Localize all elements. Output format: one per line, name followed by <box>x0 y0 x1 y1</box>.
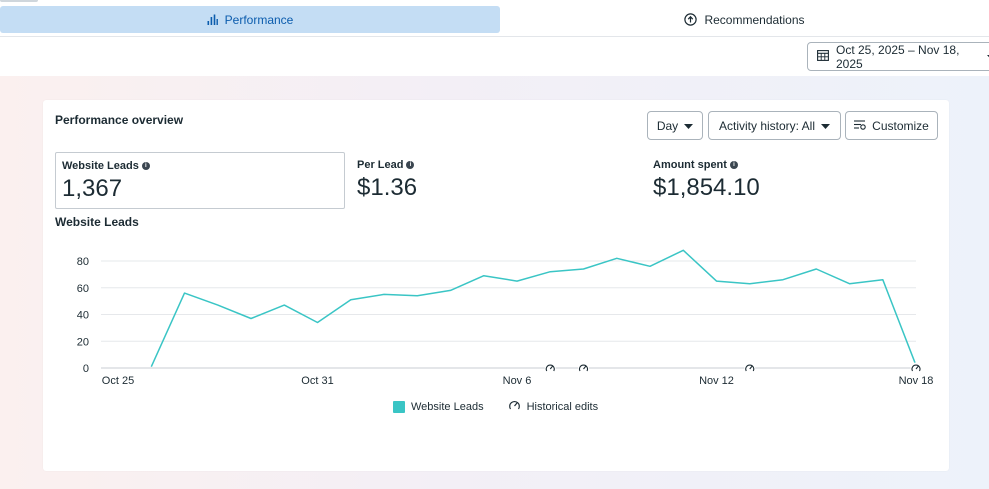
data-point[interactable] <box>680 247 686 253</box>
granularity-dropdown[interactable]: Day <box>647 111 703 140</box>
data-point[interactable] <box>182 290 188 296</box>
calendar-icon <box>817 49 829 64</box>
data-point[interactable] <box>514 278 520 284</box>
tab-label: Performance <box>224 12 294 27</box>
legend-item-historical-edits[interactable]: Historical edits <box>508 399 599 415</box>
granularity-label: Day <box>656 118 679 133</box>
y-tick-label: 40 <box>77 310 89 322</box>
x-tick-label: Nov 18 <box>899 375 934 387</box>
metric-label-row: Website Leads i <box>62 160 150 172</box>
historical-edit-marker[interactable] <box>744 362 756 374</box>
metric-label: Website Leads <box>62 160 139 172</box>
x-tick-label: Oct 31 <box>301 375 333 387</box>
data-point[interactable] <box>448 287 454 293</box>
data-point[interactable] <box>780 277 786 283</box>
historical-edit-marker[interactable] <box>910 362 922 374</box>
date-range-label: Oct 25, 2025 – Nov 18, 2025 <box>836 42 960 71</box>
arrow-up-circle-icon <box>684 13 698 26</box>
bar-chart-icon <box>207 14 218 25</box>
data-point[interactable] <box>581 266 587 272</box>
x-tick-label: Nov 12 <box>699 375 734 387</box>
divider <box>0 36 989 37</box>
data-point[interactable] <box>647 263 653 269</box>
activity-history-label: Activity history: All <box>718 118 816 133</box>
data-point[interactable] <box>215 302 221 308</box>
chart-title: Website Leads <box>55 215 139 229</box>
metric-per-lead[interactable]: Per Lead i $1.36 <box>351 152 641 209</box>
metric-value: $1.36 <box>357 174 418 201</box>
metric-website-leads[interactable]: Website Leads i 1,367 <box>55 152 345 209</box>
tab-performance[interactable]: Performance <box>0 6 500 33</box>
metric-value: $1,854.10 <box>653 174 760 201</box>
y-tick-label: 20 <box>77 336 89 348</box>
metric-label: Per Lead <box>357 159 404 171</box>
data-point[interactable] <box>148 364 154 370</box>
metric-label-row: Amount spent i <box>653 159 738 171</box>
card-title: Performance overview <box>55 113 184 127</box>
activity-history-dropdown[interactable]: Activity history: All <box>708 111 841 140</box>
data-point[interactable] <box>813 266 819 272</box>
sliders-icon <box>854 119 866 133</box>
data-point[interactable] <box>348 297 354 303</box>
series-line-website-leads <box>150 249 917 368</box>
metric-label-row: Per Lead i <box>357 159 415 171</box>
y-tick-label: 0 <box>83 363 89 375</box>
x-tick-label: Nov 6 <box>503 375 532 387</box>
y-tick-label: 60 <box>77 283 89 295</box>
performance-overview-card: Performance overview Day Activity histor… <box>43 100 949 471</box>
x-tick-label: Oct 25 <box>102 375 134 387</box>
chart-legend: Website Leads Historical edits <box>393 399 614 415</box>
tab-bar: Performance Recommendations <box>0 6 989 34</box>
data-point[interactable] <box>481 273 487 279</box>
caret-down-icon <box>684 119 694 133</box>
data-point[interactable] <box>747 281 753 287</box>
data-point[interactable] <box>714 278 720 284</box>
data-point[interactable] <box>281 302 287 308</box>
legend-label: Historical edits <box>526 401 599 413</box>
data-point[interactable] <box>381 291 387 297</box>
caret-down-icon <box>821 119 831 133</box>
data-point[interactable] <box>547 269 553 275</box>
data-point[interactable] <box>414 293 420 299</box>
y-tick-label: 80 <box>77 256 89 268</box>
info-icon[interactable]: i <box>406 161 415 169</box>
metric-value: 1,367 <box>62 175 123 202</box>
data-point[interactable] <box>880 277 886 283</box>
customize-label: Customize <box>872 118 929 133</box>
data-point[interactable] <box>248 316 254 322</box>
data-point[interactable] <box>614 255 620 261</box>
metric-label: Amount spent <box>653 159 727 171</box>
date-range-picker[interactable]: Oct 25, 2025 – Nov 18, 2025 <box>807 42 989 71</box>
info-icon[interactable]: i <box>729 161 738 169</box>
customize-button[interactable]: Customize <box>845 111 938 140</box>
historical-edit-marker[interactable] <box>578 362 589 374</box>
historical-edit-icon <box>508 399 521 415</box>
historical-edit-marker[interactable] <box>544 362 556 374</box>
info-icon[interactable]: i <box>141 162 150 170</box>
data-point[interactable] <box>847 281 853 287</box>
metric-amount-spent[interactable]: Amount spent i $1,854.10 <box>647 152 937 209</box>
data-point[interactable] <box>315 320 321 326</box>
tab-recommendations[interactable]: Recommendations <box>500 6 989 33</box>
legend-swatch <box>393 401 405 413</box>
top-scrollbar-stub <box>0 0 38 2</box>
tab-label: Recommendations <box>704 12 805 27</box>
line-chart: 0 20 40 60 80 Oct 25 Oct 31 Nov 6 Nov 12 Nov 18 <box>77 247 934 387</box>
legend-item-website-leads[interactable]: Website Leads <box>393 401 484 413</box>
legend-label: Website Leads <box>411 401 484 413</box>
